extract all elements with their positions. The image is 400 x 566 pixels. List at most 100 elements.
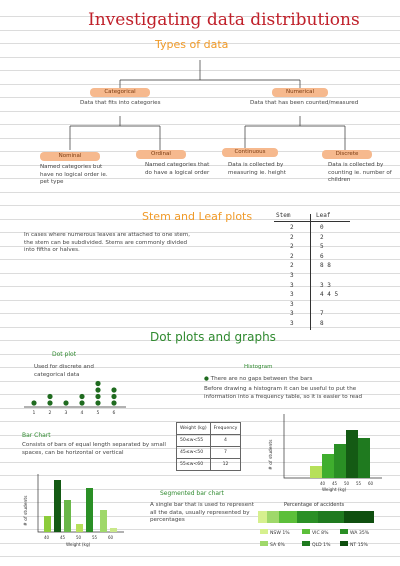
dot [111, 387, 117, 393]
legend-item: NT 15% [340, 541, 368, 548]
ruled-line [0, 421, 400, 422]
numerical-desc: Data that has been counted/measured [250, 100, 359, 106]
ruled-line [0, 286, 400, 287]
segment [279, 511, 297, 523]
table-header-cell: Weight (kg) [176, 422, 211, 435]
dot-plot-tick: 3 [65, 410, 68, 416]
histogram-bullet-text: There are no gaps between the bars [210, 376, 313, 382]
segment [343, 511, 375, 523]
ruled-line [0, 556, 400, 557]
legend-label: NSW 1% [270, 531, 290, 536]
stem-column-header: Stem [276, 212, 291, 219]
leaf-value: 2 [320, 233, 324, 241]
histogram-bullet: ● There are no gaps between the bars [204, 376, 312, 384]
stem-value: 3 [290, 310, 294, 318]
bar-chart-label: Bar Chart [22, 432, 51, 439]
bar-chart-xlabel: Weight (kg) [66, 542, 91, 547]
legend-label: WA 35% [350, 531, 370, 536]
histogram-desc: Before drawing a histogram it can be use… [204, 386, 363, 400]
table-row: Weight (kg) Frequency [176, 422, 242, 435]
dot-plot-chart: 1 2 3 4 5 6 [24, 380, 126, 416]
ruled-line [0, 97, 400, 98]
dot [79, 393, 85, 400]
bar-chart-axes [37, 474, 124, 533]
legend-item: SA 6% [260, 541, 285, 548]
legend-item: VIC 8% [302, 529, 328, 536]
ruled-line [0, 313, 400, 314]
stem-value: 3 [290, 272, 294, 279]
ruled-line [0, 489, 400, 490]
dot [111, 393, 117, 400]
nominal-pill: Nominal [40, 152, 100, 161]
bullet-icon: ● [204, 376, 209, 382]
stem-value: 2 [290, 252, 294, 260]
ruled-line [0, 16, 400, 17]
bar-chart-tick: 60 [108, 535, 114, 540]
histogram-tick: 55 [356, 481, 362, 486]
bar-chart-tick: 45 [60, 535, 66, 540]
numerical-pill: Numerical [272, 88, 328, 97]
stem-value: 3 [290, 291, 294, 299]
legend-swatch [302, 541, 310, 546]
ruled-line [0, 300, 400, 301]
histogram-xlabel: Weight (kg) [322, 487, 347, 492]
histogram-tick: 40 [320, 481, 326, 486]
segmented-bar [258, 511, 375, 523]
bar [86, 488, 93, 532]
histogram-bar [310, 466, 322, 478]
dot-plot-tick: 5 [97, 410, 100, 416]
dot-plot-tick: 2 [49, 410, 52, 416]
segment [258, 511, 267, 523]
nominal-desc: Named categories but have no logical ord… [40, 164, 108, 186]
categorical-desc: Data that fits into categories [80, 100, 161, 106]
dot [79, 400, 85, 406]
leaf-value: 5 [320, 243, 324, 251]
leaf-value: 8 8 [320, 262, 331, 270]
discrete-pill: Discrete [322, 150, 372, 159]
ruled-line [0, 57, 400, 58]
dot-heading: Dot plots and graphs [150, 330, 276, 344]
histogram-bar [358, 438, 370, 478]
ruled-line [0, 259, 400, 260]
stem-value: 3 [290, 300, 294, 308]
dot [47, 400, 53, 406]
legend-label: VIC 8% [312, 531, 329, 536]
ruled-line [0, 165, 400, 166]
legend-item: WA 35% [340, 529, 369, 536]
ordinal-desc: Named categories that do have a logical … [145, 162, 210, 176]
ruled-line [0, 192, 400, 193]
dot [31, 400, 37, 406]
ruled-line [0, 219, 400, 220]
tree-lines [69, 60, 346, 150]
ruled-line [0, 381, 400, 382]
ruled-line [0, 205, 400, 206]
ruled-line [0, 151, 400, 152]
histogram-tick: 45 [332, 481, 338, 486]
stem-value: 2 [290, 243, 294, 251]
stem-value: 3 [290, 320, 294, 327]
ruled-line [0, 178, 400, 179]
ruled-line [0, 340, 400, 341]
leaf-value: 0 [320, 224, 324, 231]
histogram-label: Histogram [244, 364, 273, 370]
dot [95, 387, 101, 393]
bar [110, 528, 117, 532]
ordinal-pill: Ordinal [136, 150, 186, 159]
stem-value: 2 [290, 233, 294, 241]
legend-swatch [260, 541, 268, 546]
legend-label: QLD 1% [312, 543, 331, 548]
histogram-tick: 50 [344, 481, 350, 486]
table-cell: 45≤w<50 [176, 446, 211, 459]
legend-swatch [340, 541, 348, 546]
segmented-label: Segmented bar chart [160, 490, 224, 497]
dot [47, 393, 53, 400]
stem-header-rule [274, 221, 350, 222]
histogram-chart: # of students 40 45 50 55 60 Weight (kg) [268, 414, 382, 492]
ruled-line [0, 367, 400, 368]
ruled-line [0, 543, 400, 544]
leaf-column-header: Leaf [316, 212, 331, 219]
segment [318, 511, 344, 523]
histogram-tick: 60 [368, 481, 374, 486]
dot-plot-desc: Used for discrete and categorical data [34, 364, 94, 378]
dot [111, 400, 117, 406]
